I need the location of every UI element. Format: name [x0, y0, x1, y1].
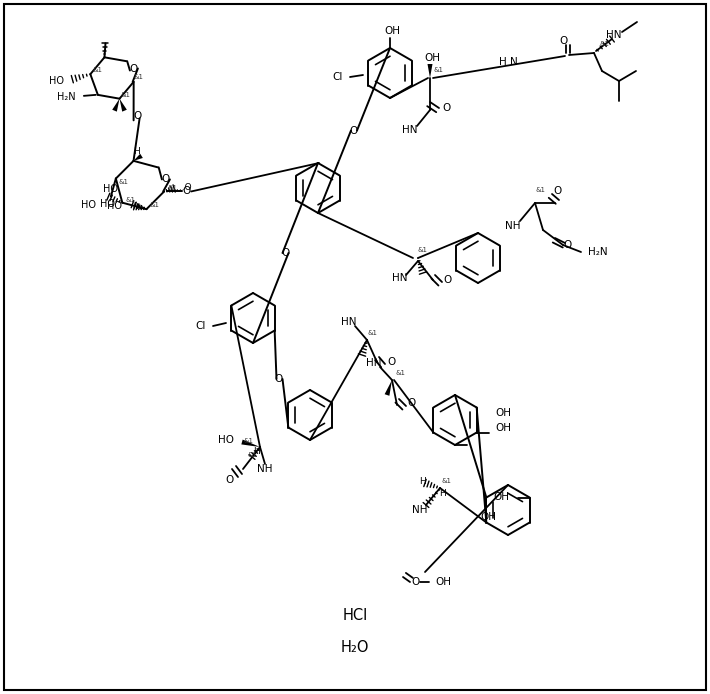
Text: &1: &1 [119, 178, 129, 185]
Text: &1: &1 [243, 438, 253, 444]
Text: &1: &1 [535, 187, 545, 193]
Text: OH: OH [481, 512, 496, 523]
Polygon shape [385, 380, 392, 396]
Text: O: O [559, 36, 567, 46]
Text: OH: OH [424, 53, 440, 63]
Text: &1: &1 [133, 74, 143, 80]
Polygon shape [119, 99, 127, 112]
Text: O: O [162, 174, 170, 185]
Text: O: O [281, 248, 290, 258]
Text: O: O [226, 475, 234, 485]
Text: HO: HO [107, 201, 122, 211]
Text: &1: &1 [126, 196, 136, 203]
Text: O: O [350, 126, 358, 135]
Text: H₂N: H₂N [58, 92, 76, 102]
Text: HCl: HCl [342, 609, 368, 623]
Text: OH: OH [493, 493, 510, 502]
Text: HN: HN [342, 317, 356, 327]
Text: O: O [411, 577, 419, 587]
Text: HO: HO [104, 183, 119, 194]
Polygon shape [112, 99, 119, 112]
Text: &1: &1 [368, 330, 378, 336]
Text: HO: HO [218, 435, 234, 445]
Text: &1: &1 [121, 92, 131, 98]
Text: O: O [564, 240, 572, 250]
Text: HN: HN [366, 358, 382, 368]
Polygon shape [241, 439, 260, 447]
Text: HO: HO [82, 200, 97, 210]
Text: OH: OH [384, 26, 400, 36]
Text: HN: HN [392, 273, 408, 283]
Text: O: O [443, 275, 452, 285]
Text: N: N [510, 56, 518, 67]
Text: H₂N: H₂N [588, 247, 608, 257]
Text: H: H [133, 147, 140, 156]
Text: O: O [182, 187, 190, 196]
Polygon shape [133, 154, 143, 161]
Text: HO: HO [49, 76, 65, 86]
Text: H: H [499, 56, 507, 67]
Text: O: O [274, 374, 283, 384]
Text: HO: HO [100, 198, 115, 208]
Text: OH: OH [435, 577, 451, 587]
Text: HN: HN [606, 30, 622, 40]
Polygon shape [427, 64, 432, 78]
Text: &1: &1 [433, 67, 443, 73]
Text: &1: &1 [247, 452, 257, 458]
Text: O: O [130, 65, 138, 74]
Text: NH: NH [506, 221, 520, 231]
Text: &1: &1 [167, 185, 178, 192]
Text: Cl: Cl [332, 72, 343, 82]
Text: H: H [439, 489, 446, 498]
Text: ...O: ...O [176, 183, 192, 192]
Text: &1: &1 [418, 247, 428, 253]
Text: O: O [553, 186, 561, 196]
Text: &1: &1 [150, 202, 160, 208]
Text: O: O [133, 111, 142, 121]
Text: &1: &1 [441, 478, 451, 484]
Text: &1: &1 [395, 370, 405, 376]
Text: H₂O: H₂O [341, 641, 369, 656]
Text: O: O [407, 398, 415, 408]
Text: Cl: Cl [196, 321, 206, 331]
Text: &1: &1 [599, 41, 609, 47]
Text: H: H [420, 477, 427, 486]
Text: OH: OH [495, 423, 511, 433]
Text: O: O [442, 103, 450, 113]
Text: H: H [253, 446, 259, 455]
Text: HN: HN [403, 125, 417, 135]
Text: NH: NH [257, 464, 273, 474]
Text: OH: OH [495, 408, 511, 418]
Text: O: O [387, 357, 395, 367]
Text: &1: &1 [92, 67, 102, 73]
Text: NH: NH [413, 505, 427, 515]
